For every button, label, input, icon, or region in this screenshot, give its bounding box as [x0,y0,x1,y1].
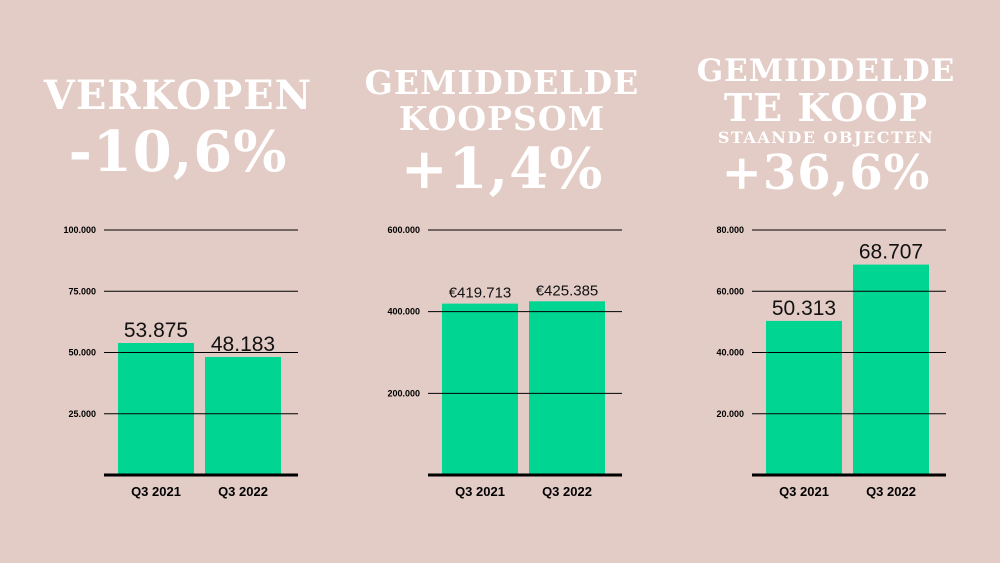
y-tick-label: 400.000 [387,307,420,317]
y-tick-label: 200.000 [387,388,420,398]
bar [529,301,605,475]
panel-gemiddelde-koopsom: GEMIDDELDE KOOPSOM +1,4% 200.000 400.000 6… [352,0,652,563]
headline-line: VERKOPEN [43,72,313,119]
headline-percentage: +36,6% [721,145,931,201]
y-tick-label: 40.000 [716,348,744,358]
y-tick-label: 600.000 [387,225,420,235]
y-tick-label: 60.000 [716,286,744,296]
category-label: Q3 2022 [866,484,916,499]
headline-line: GEMIDDELDE [696,53,956,89]
data-label: €419.713 [449,285,512,302]
category-label: Q3 2021 [779,484,829,499]
chart-koopsom: 200.000 400.000 600.000 €419.713 €425.385 Q3 … [387,225,622,499]
bar [442,303,518,475]
category-label: Q3 2022 [218,484,268,499]
panel-verkopen: VERKOPEN -10,6% 25.000 50.000 75.000 100.00… [28,0,328,563]
data-label: 50.313 [772,297,836,320]
data-label: 68.707 [859,241,923,264]
headline-te-koop: GEMIDDELDE TE KOOP STAANDE OBJECTEN +36,… [676,53,976,201]
data-label: 53.875 [124,319,188,342]
category-label: Q3 2021 [131,484,181,499]
headline-koopsom: GEMIDDELDE KOOPSOM +1,4% [352,66,652,197]
y-tick-label: 25.000 [68,409,96,419]
headline-percentage: +1,4% [400,136,604,202]
headline-line: KOOPSOM [398,99,606,138]
headline-verkopen: VERKOPEN -10,6% [28,72,328,185]
bar [205,356,281,475]
headline-line: TE KOOP [723,85,929,130]
category-label: Q3 2021 [455,484,505,499]
y-tick-label: 50.000 [68,348,96,358]
bar [766,320,842,475]
data-label: 48.183 [211,333,275,356]
chart-verkopen: 25.000 50.000 75.000 100.000 53.875 48.183 Q3 … [63,225,298,499]
headline-line: GEMIDDELDE [364,63,640,102]
bar [118,343,194,475]
y-tick-label: 20.000 [716,409,744,419]
panel-te-koop: GEMIDDELDE TE KOOP STAANDE OBJECTEN +36,… [676,0,976,563]
bar [853,264,929,475]
y-tick-label: 75.000 [68,286,96,296]
y-tick-label: 80.000 [716,225,744,235]
y-tick-label: 100.000 [63,225,96,235]
headline-subline: STAANDE OBJECTEN [717,128,935,147]
data-label: €425.385 [536,282,599,299]
category-label: Q3 2022 [542,484,592,499]
headline-percentage: -10,6% [68,119,288,185]
chart-te-koop: 20.000 40.000 60.000 80.000 50.313 68.707 Q3 2… [716,225,946,499]
